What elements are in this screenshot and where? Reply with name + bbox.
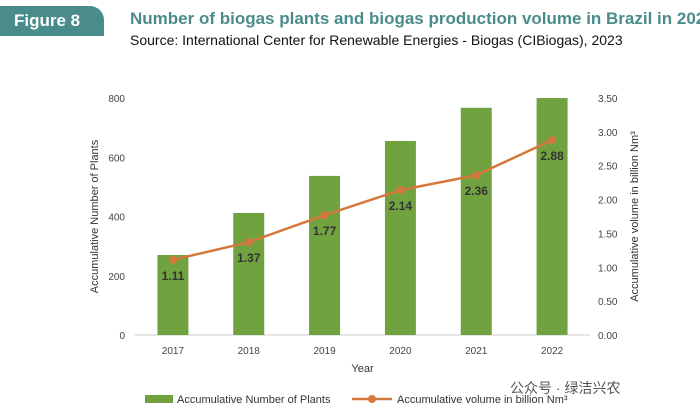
- watermark: 公众号 · 绿洁兴农: [510, 380, 621, 396]
- figure-label: Figure 8: [0, 6, 104, 36]
- y-axis-title: Accumulative Number of Plants: [89, 139, 101, 293]
- line-point-2017: [168, 255, 177, 264]
- y2-tick-label: 1.50: [598, 229, 618, 240]
- x-tick-label: 2022: [541, 346, 564, 357]
- legend-bar-label: Accumulative Number of Plants: [177, 394, 331, 406]
- x-tick-label: 2021: [465, 346, 488, 357]
- y-tick-label: 400: [108, 213, 125, 224]
- chart-subtitle: Source: International Center for Renewab…: [130, 32, 623, 48]
- x-tick-label: 2019: [313, 346, 336, 357]
- chart-title: Number of biogas plants and biogas produ…: [130, 9, 700, 28]
- data-label: 2.88: [540, 149, 564, 163]
- data-label: 1.77: [313, 224, 337, 238]
- volume-line: [172, 138, 553, 262]
- data-label: 2.14: [389, 199, 413, 213]
- y2-tick-label: 0.50: [598, 297, 618, 308]
- bar-2020: [384, 140, 416, 335]
- line-point-2022: [548, 135, 557, 144]
- bar-2022: [536, 98, 568, 335]
- data-label: 1.37: [237, 251, 261, 265]
- data-label: 2.36: [465, 184, 489, 198]
- legend-bar-swatch: [145, 395, 173, 403]
- bar-2017: [157, 255, 189, 335]
- line-point-2019: [320, 211, 329, 220]
- x-tick-label: 2017: [162, 346, 185, 357]
- legend-line-label: Accumulative volume in billion Nm³: [397, 394, 568, 406]
- bar-2018: [233, 212, 265, 335]
- y2-tick-label: 3.50: [598, 94, 618, 105]
- legend-line-marker: [368, 395, 376, 403]
- x-tick-label: 2018: [238, 346, 261, 357]
- line-point-2021: [472, 171, 481, 180]
- y2-tick-label: 2.00: [598, 196, 618, 207]
- x-tick-label: 2020: [389, 346, 412, 357]
- y2-tick-label: 3.00: [598, 128, 618, 139]
- y2-tick-label: 2.50: [598, 162, 618, 173]
- y2-axis-title: Accumulative volume in billion Nm³: [629, 131, 641, 302]
- y-tick-label: 600: [108, 153, 125, 164]
- data-label: 1.11: [162, 269, 185, 283]
- x-axis-title: Year: [351, 363, 374, 375]
- line-point-2018: [244, 238, 253, 247]
- y-tick-label: 0: [119, 331, 125, 342]
- y2-tick-label: 0.00: [598, 331, 618, 342]
- bar-2019: [309, 175, 341, 335]
- y2-tick-label: 1.00: [598, 263, 618, 274]
- line-point-2020: [396, 186, 405, 195]
- y-tick-label: 200: [108, 272, 125, 283]
- bar-2021: [460, 107, 492, 336]
- y-tick-label: 800: [108, 94, 125, 105]
